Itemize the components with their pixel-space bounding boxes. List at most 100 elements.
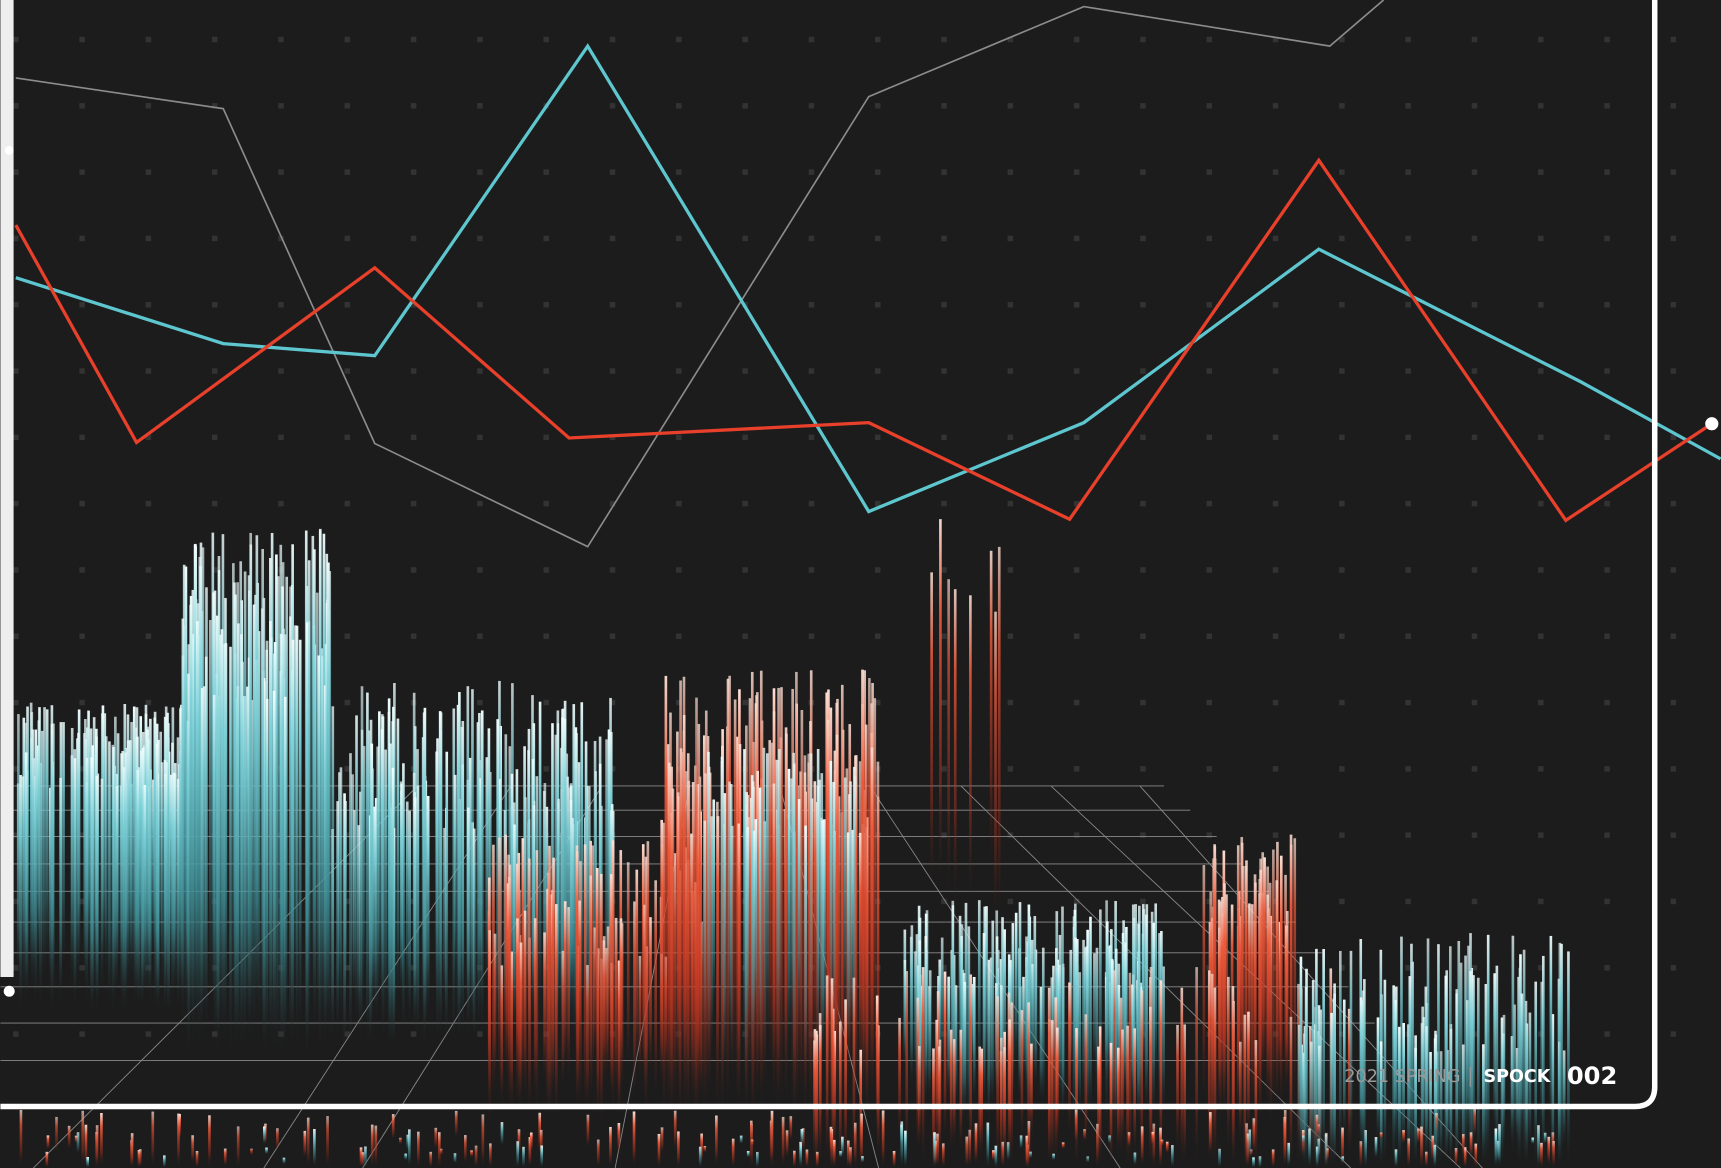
spike [798,799,801,1032]
spike [1417,1129,1420,1144]
dot [212,236,217,241]
dot [1207,302,1212,307]
spike [1093,953,1096,1071]
dot [742,501,747,506]
dot [1472,302,1477,307]
spike [734,699,737,1088]
spike [1333,983,1336,1162]
dot [1604,766,1609,771]
spike [960,1030,963,1154]
dot [146,169,151,174]
spike [695,698,698,1120]
spike [151,1112,154,1168]
spike [715,1116,718,1168]
spike [737,824,740,1119]
dot [1273,435,1278,440]
spike [229,647,232,1061]
spike [361,730,364,1007]
dot [477,169,482,174]
spike [375,1126,378,1168]
spike [203,686,206,1025]
dot [146,634,151,639]
dot [941,700,946,705]
spike [578,901,581,1066]
dot [1604,832,1609,837]
dot [146,236,151,241]
spike [77,1132,80,1154]
spike [968,1130,971,1168]
spike [1000,1038,1003,1154]
spike [785,727,788,1117]
dot [1405,236,1410,241]
spike [429,1152,432,1168]
number-label: 002 [1567,1062,1617,1090]
spike [1068,982,1071,1138]
dot [1140,832,1145,837]
dot [809,567,814,572]
dot [477,368,482,373]
dot [1207,236,1212,241]
dot [1074,435,1079,440]
spike [929,970,932,1075]
dot [1008,766,1013,771]
spike [627,862,630,1075]
marker [1705,417,1718,430]
spike [1223,883,1226,1108]
spike [552,858,555,1098]
dot [1207,634,1212,639]
spike [1317,1139,1320,1159]
spike [43,707,46,986]
spike [22,776,25,962]
spike [1007,1142,1010,1161]
spike [277,576,280,1061]
dot [1008,832,1013,837]
spike [516,918,519,1075]
spike [759,788,762,1067]
spike [156,744,159,1008]
spike [704,821,707,1047]
dot [1538,368,1543,373]
dot [941,302,946,307]
dot [1207,501,1212,506]
dot [1671,700,1676,705]
spike [1341,1156,1344,1163]
spike [349,753,352,1051]
dot [1405,435,1410,440]
spike [406,802,409,1007]
spike [71,728,74,960]
dot [13,700,18,705]
marker [5,146,14,155]
dot [1140,899,1145,904]
dot [676,103,681,108]
spike [74,758,77,1012]
spike [1272,850,1275,1124]
dot [146,368,151,373]
spike [844,778,847,1029]
spike [1259,1156,1262,1168]
spike [754,819,757,1033]
spike [445,752,448,989]
spike [470,1150,473,1157]
dot [875,302,880,307]
dot [477,634,482,639]
dot [676,368,681,373]
dot [146,302,151,307]
spike [996,996,999,1168]
spike [587,1115,590,1148]
spike [331,706,334,992]
dot [1008,899,1013,904]
spike [273,691,276,1054]
spike [1253,1118,1256,1153]
dot [345,37,350,42]
spike [1350,951,1353,1153]
spike [1061,907,1064,1125]
page: 2021 SPRING SPOCK 002 (() => { const dat… [0,0,1721,1168]
spike [185,567,188,1030]
spike [911,925,914,1091]
spike [947,977,950,1101]
spike [683,715,686,1121]
spike [237,1126,240,1168]
dot [1074,169,1079,174]
dot [941,501,946,506]
dot [1405,634,1410,639]
